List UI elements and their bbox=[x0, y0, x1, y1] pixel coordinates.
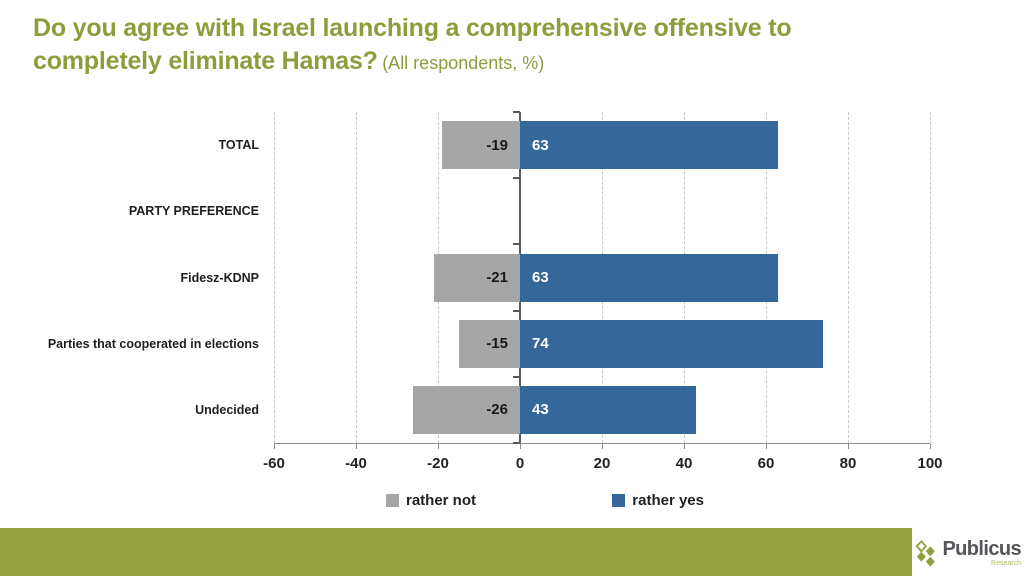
bar-rather-yes bbox=[520, 319, 824, 368]
category-axis-tick bbox=[513, 310, 520, 312]
category-axis-tick bbox=[513, 111, 520, 113]
x-axis-tick bbox=[930, 444, 931, 449]
x-axis-tick-label: 60 bbox=[757, 455, 775, 472]
bar-rather-yes bbox=[520, 121, 779, 170]
x-axis-tick-label: -40 bbox=[345, 455, 367, 472]
legend-swatch-rather-yes bbox=[612, 494, 626, 507]
category-label: Parties that cooperated in elections bbox=[47, 336, 259, 351]
x-axis-tick bbox=[684, 444, 685, 449]
legend-item-rather-yes: rather yes bbox=[612, 492, 704, 509]
bar-rather-not bbox=[442, 121, 520, 170]
category-axis-tick bbox=[513, 442, 520, 444]
plot-area: -60 -40 -20 0 20 40 60 80 100 TOTAL -19 63 PARTY PRE… bbox=[48, 111, 943, 472]
category-label: Undecided bbox=[195, 402, 259, 417]
category-label: TOTAL bbox=[218, 138, 259, 153]
bar-rather-yes bbox=[520, 385, 697, 434]
bar-value-label-rather-not: -19 bbox=[486, 136, 508, 154]
title-block: Do you agree with Israel launching a com… bbox=[33, 12, 993, 77]
x-axis-tick-label: 0 bbox=[515, 455, 525, 472]
bar-value-label-rather-yes: 43 bbox=[532, 401, 549, 419]
x-axis-line bbox=[274, 443, 930, 444]
x-axis-tick bbox=[438, 444, 439, 449]
bar-rather-not bbox=[413, 385, 520, 434]
legend-item-rather-not: rather not bbox=[386, 492, 476, 509]
x-axis-tick-label: -60 bbox=[263, 455, 285, 472]
category-axis-tick bbox=[513, 243, 520, 245]
category-axis-tick bbox=[513, 376, 520, 378]
bar-value-label-rather-yes: 63 bbox=[532, 269, 549, 286]
bar-value-label-rather-not: -21 bbox=[486, 269, 508, 286]
gridline bbox=[356, 112, 357, 443]
x-axis-tick bbox=[848, 444, 849, 449]
legend-label-rather-not: rather not bbox=[406, 492, 477, 509]
category-label: Fidesz-KDNP bbox=[180, 270, 259, 285]
gridline bbox=[930, 112, 931, 443]
gridline bbox=[848, 112, 849, 443]
bar-value-label-rather-yes: 74 bbox=[532, 335, 549, 353]
brand-subname: Research bbox=[991, 560, 1021, 567]
category-axis-tick bbox=[513, 177, 520, 179]
bar-rather-not bbox=[433, 253, 520, 302]
publicus-diamonds-icon bbox=[915, 539, 935, 567]
x-axis-tick bbox=[520, 444, 521, 449]
legend-swatch-rather-not bbox=[386, 494, 399, 507]
bar-value-label-rather-not: -26 bbox=[486, 401, 508, 419]
x-axis-tick-label: -20 bbox=[427, 455, 449, 472]
brand-name: Publicus bbox=[942, 538, 1021, 560]
x-axis-tick bbox=[356, 444, 357, 449]
x-axis-tick bbox=[274, 444, 275, 449]
publicus-logo: Publicus Research bbox=[915, 533, 1022, 573]
category-label: PARTY PREFERENCE bbox=[128, 204, 259, 219]
chart-subtitle: (All respondents, %) bbox=[382, 52, 545, 73]
footer-bar bbox=[0, 528, 912, 576]
chart-title: Do you agree with Israel launching a com… bbox=[33, 14, 792, 75]
x-axis-tick bbox=[602, 444, 603, 449]
legend-label-rather-yes: rather yes bbox=[632, 492, 704, 509]
x-axis-tick-label: 20 bbox=[593, 455, 611, 472]
x-axis-tick bbox=[766, 444, 767, 449]
brand-text: Publicus Research bbox=[942, 539, 1021, 567]
bar-value-label-rather-not: -15 bbox=[486, 335, 508, 353]
x-axis-tick-label: 80 bbox=[839, 455, 857, 472]
bar-value-label-rather-yes: 63 bbox=[532, 136, 549, 154]
x-axis-tick-label: 40 bbox=[675, 455, 693, 472]
x-axis-tick-label: 100 bbox=[917, 455, 943, 472]
gridline bbox=[274, 112, 275, 443]
bar-rather-yes bbox=[520, 253, 779, 302]
legend: rather not rather yes bbox=[350, 492, 742, 509]
bar-rather-not bbox=[458, 319, 520, 368]
